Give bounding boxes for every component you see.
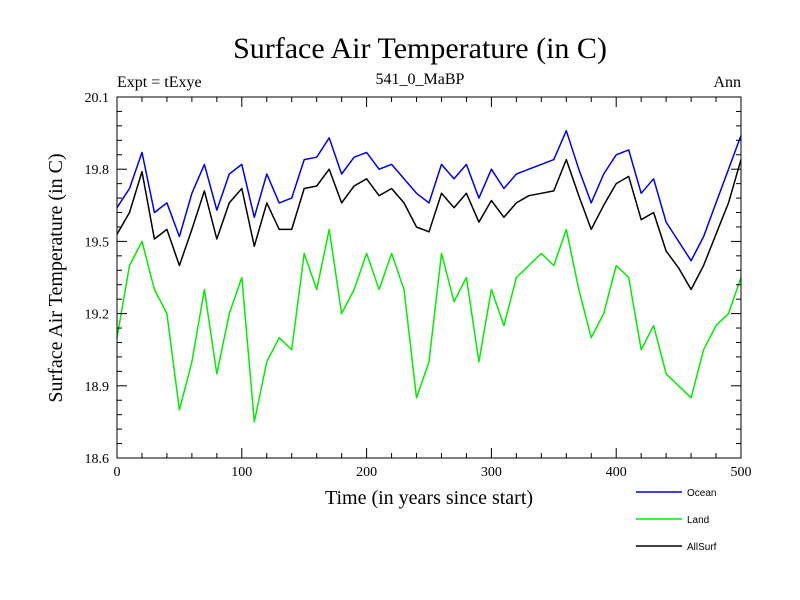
chart-title: Surface Air Temperature (in C) (233, 32, 607, 65)
experiment-label: Expt = tExye (117, 74, 202, 91)
x-tick-label: 200 (356, 465, 377, 480)
legend-label-land: Land (687, 515, 709, 526)
x-tick-label: 300 (481, 465, 502, 480)
x-axis-label: Time (in years since start) (325, 487, 533, 509)
y-tick-label: 19.8 (85, 163, 110, 178)
axis-tick-labels: 0 100 200 300 400 500 18.6 18.9 19.2 19.5 19.8 20.1 (85, 91, 752, 480)
x-tick-label: 0 (114, 465, 121, 480)
y-axis-label: Surface Air Temperature (in C) (45, 153, 67, 402)
legend: Ocean Land AllSurf (636, 488, 717, 553)
series-line-land (116, 228, 742, 423)
x-tick-label: 400 (606, 465, 627, 480)
x-tick-label: 500 (731, 465, 752, 480)
legend-label-ocean: Ocean (687, 488, 716, 499)
season-label: Ann (713, 74, 741, 91)
plot-frame (116, 96, 742, 459)
legend-label-allsurf: AllSurf (687, 542, 717, 553)
y-tick-label: 18.6 (85, 452, 110, 467)
y-tick-label: 19.5 (85, 235, 110, 250)
y-tick-label: 20.1 (85, 91, 110, 106)
axis-ticks (116, 96, 742, 459)
subtitle-label: 541_0_MaBP (376, 71, 465, 88)
y-tick-label: 19.2 (85, 308, 110, 323)
y-tick-label: 18.9 (85, 380, 110, 395)
series-line-allsurf (116, 158, 742, 291)
plot-lines (116, 129, 742, 423)
x-tick-label: 100 (231, 465, 252, 480)
series-line-ocean (116, 129, 742, 262)
